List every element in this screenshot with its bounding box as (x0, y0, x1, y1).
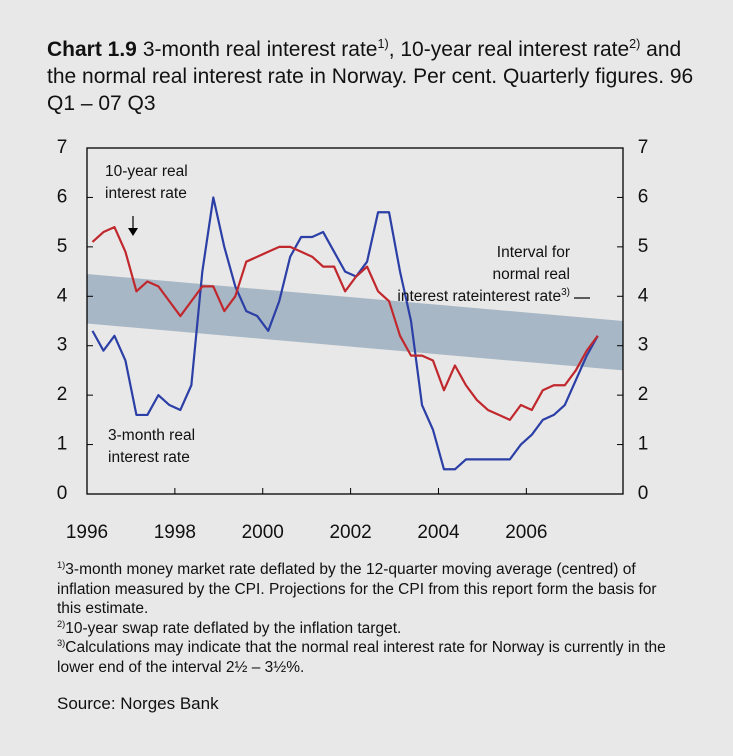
footnote: 2)10-year swap rate deflated by the infl… (57, 619, 667, 639)
y-tick-label: 6 (57, 186, 68, 207)
footnote-text: 3-month money market rate deflated by th… (57, 561, 657, 617)
footnote-marker: 2) (57, 618, 66, 629)
x-tick-label: 2000 (242, 522, 284, 543)
plot-frame (86, 147, 624, 495)
x-tick-label: 2006 (505, 522, 547, 543)
annotation: interest rateinterest rate3) (397, 287, 570, 305)
title-text: and the normal real interest rate in Nor… (47, 38, 694, 115)
annotation: interest rate (105, 185, 187, 202)
y-tick-label: 3 (57, 335, 68, 356)
source: Source: Norges Bank (57, 694, 219, 713)
series-line (91, 196, 599, 471)
footnote: 1)3-month money market rate deflated by … (57, 560, 667, 619)
y2-tick-label: 4 (638, 285, 649, 306)
normal-rate-band (87, 274, 623, 371)
x-tick-label: 1998 (154, 522, 196, 543)
title-label: Chart 1.9 (47, 38, 137, 61)
y2-tick-label: 5 (638, 236, 649, 257)
annotation: normal real (492, 266, 570, 283)
footnote: 3)Calculations may indicate that the nor… (57, 638, 667, 677)
x-tick-label: 1996 (66, 522, 108, 543)
footnote-text: 10-year swap rate deflated by the inflat… (65, 619, 402, 637)
y2-tick-label: 2 (638, 384, 649, 405)
y-tick-label: 1 (57, 434, 68, 455)
y2-tick-label: 3 (638, 335, 649, 356)
footnote-marker: 1) (57, 559, 66, 570)
title-footnote-marker: 1) (377, 37, 389, 51)
x-tick-label: 2004 (417, 522, 460, 543)
y-tick-label: 7 (57, 137, 68, 158)
annotation-footnote-marker: 3) (561, 287, 570, 298)
chart-title: Chart 1.9 3-month real interest rate1), 1… (47, 36, 707, 117)
footnote-text: Calculations may indicate that the norma… (57, 639, 666, 676)
y2-tick-label: 1 (638, 434, 649, 455)
x-tick-label: 2002 (329, 522, 371, 543)
footnote-marker: 3) (57, 637, 66, 648)
y-tick-label: 2 (57, 384, 68, 405)
annotation: Interval for (497, 244, 570, 261)
y-tick-label: 4 (57, 285, 68, 306)
y-tick-label: 0 (57, 483, 68, 504)
annotation: interest rate (108, 449, 190, 466)
annotation: 3-month real (108, 427, 195, 444)
title-text: 3-month real interest rate (142, 38, 378, 61)
y-tick-label: 5 (57, 236, 68, 257)
title-text: , 10-year real interest rate (388, 38, 630, 61)
y2-tick-label: 7 (638, 137, 649, 158)
y2-tick-label: 6 (638, 186, 649, 207)
annotation: 10-year real (105, 163, 188, 180)
annotation-arrow-head (128, 228, 138, 236)
y2-tick-label: 0 (638, 483, 649, 504)
annotation-text: interest rate (479, 288, 561, 305)
series-line (91, 225, 599, 421)
title-footnote-marker: 2) (629, 37, 641, 51)
footnotes: 1)3-month money market rate deflated by … (57, 560, 667, 677)
